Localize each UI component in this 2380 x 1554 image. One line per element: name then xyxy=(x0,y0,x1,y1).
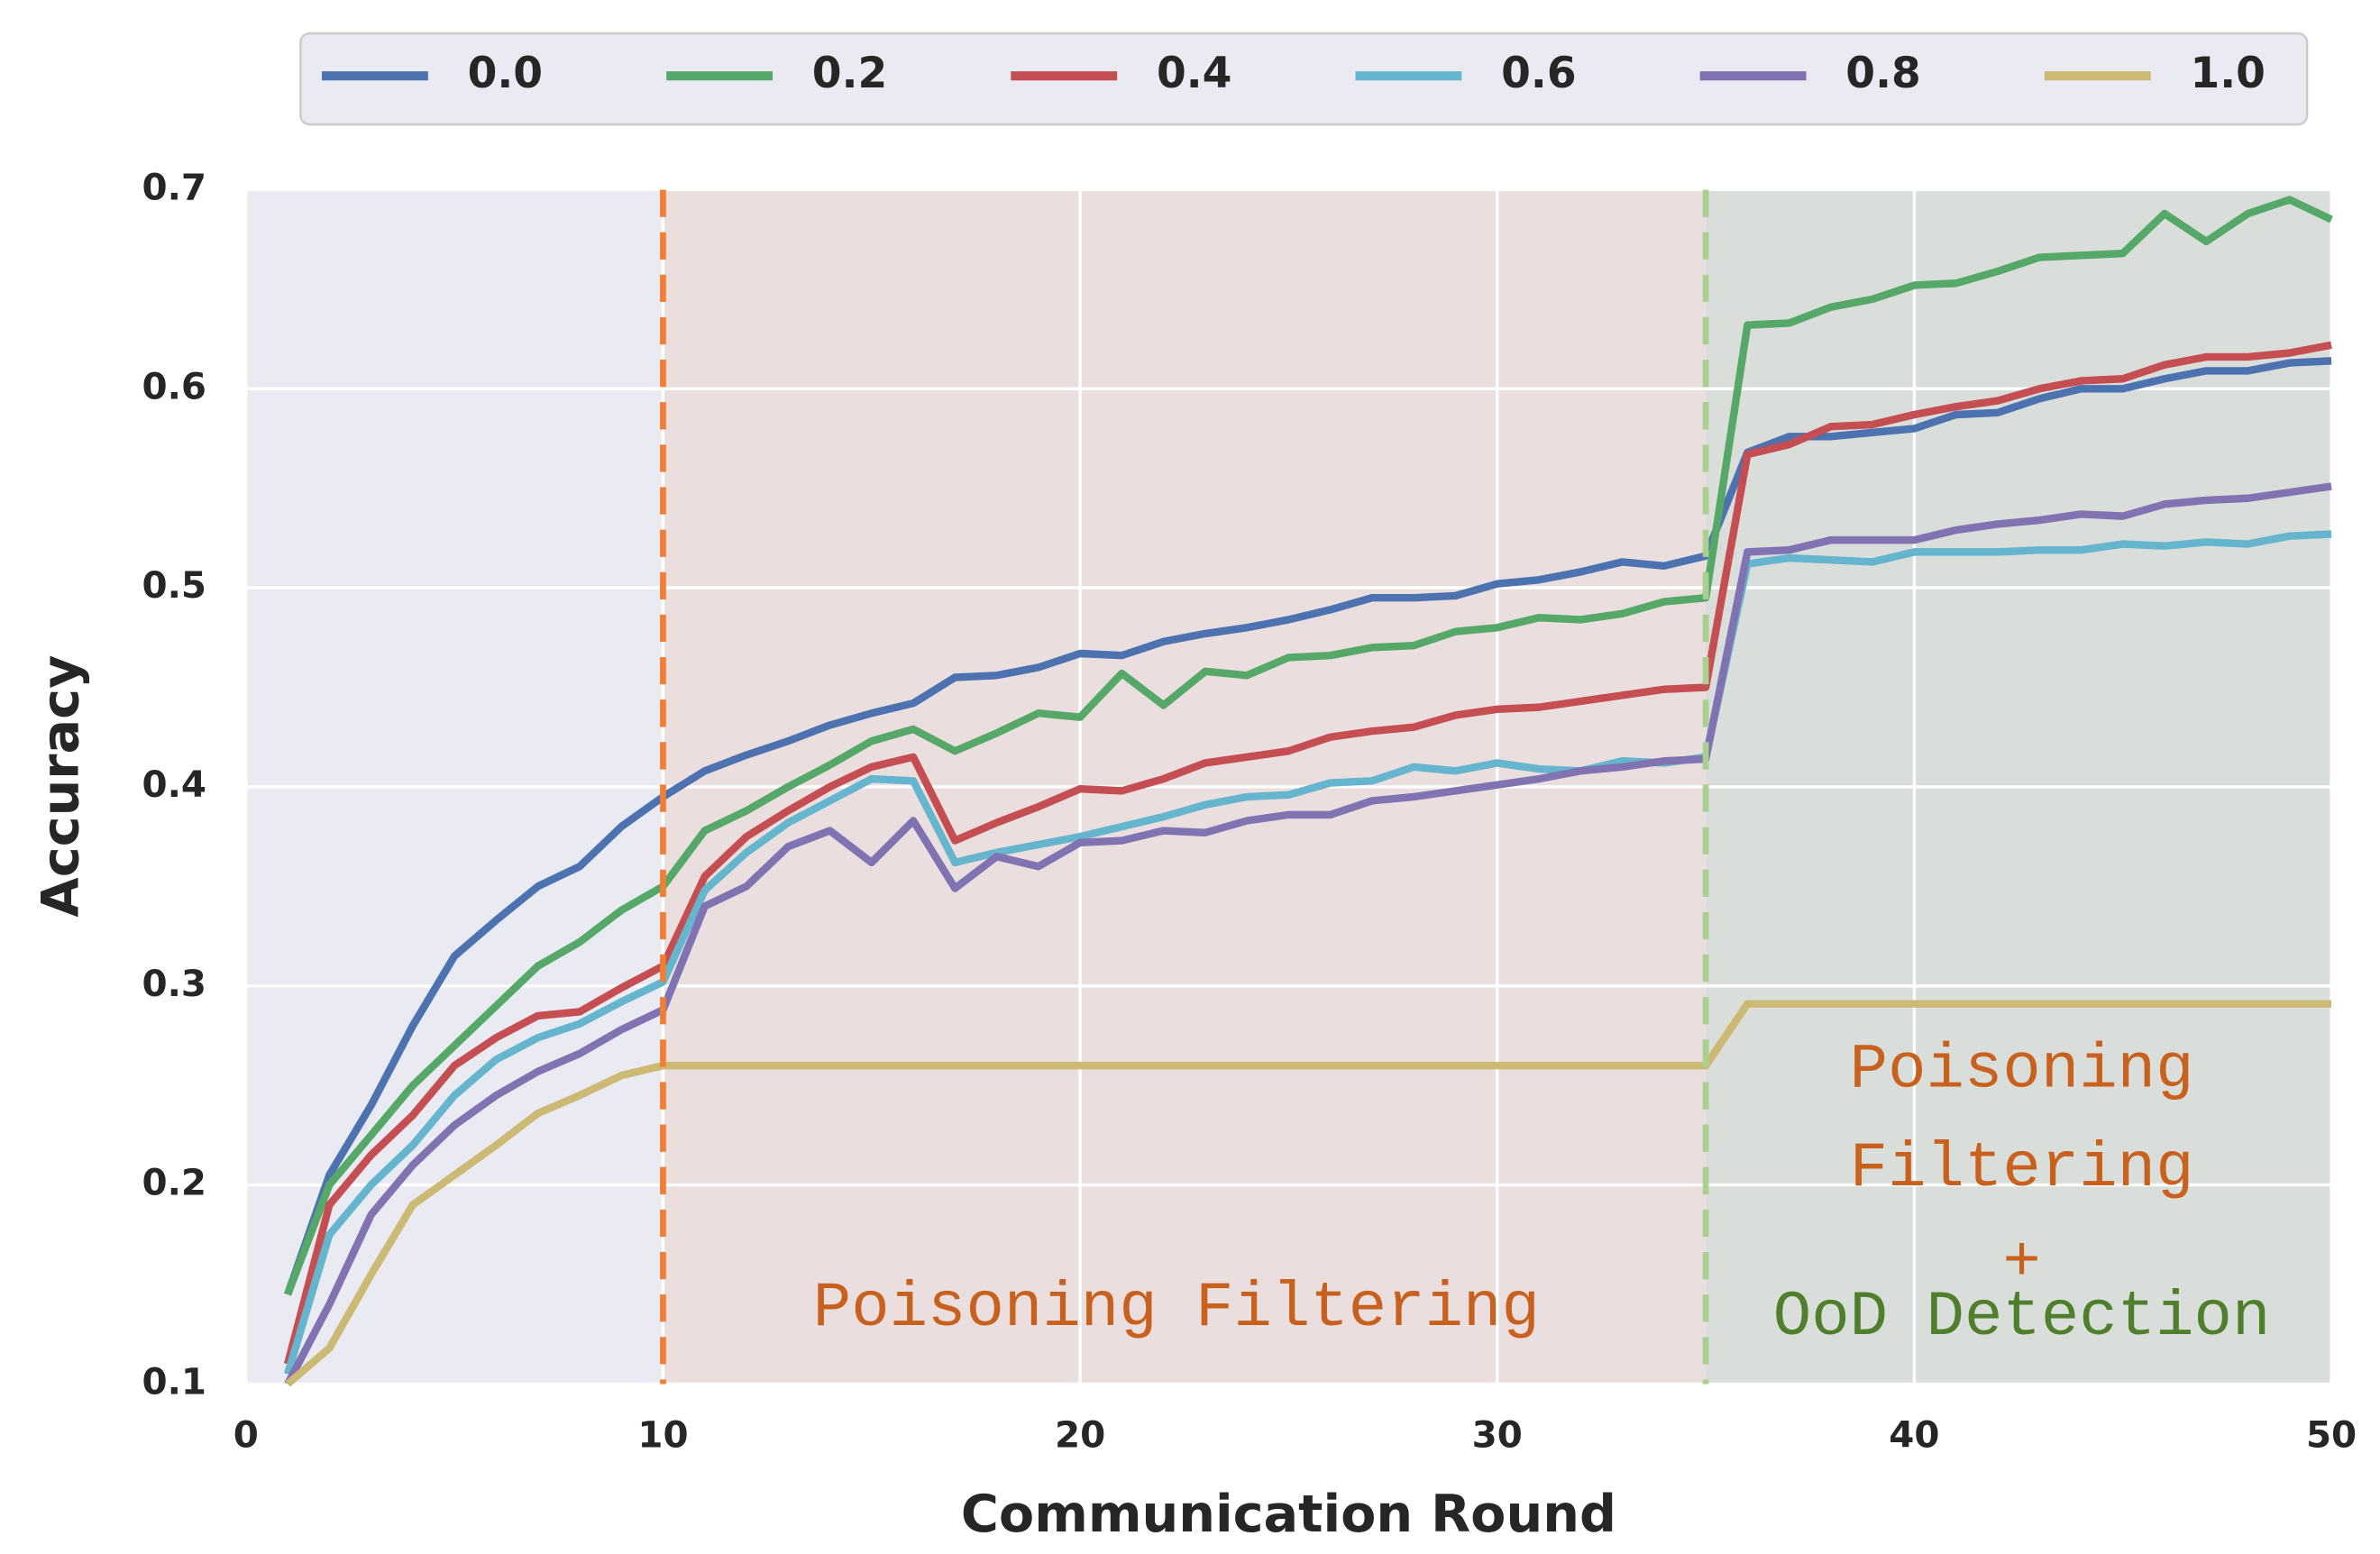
y-tick-label: 0.4 xyxy=(142,763,206,806)
y-tick-label: 0.2 xyxy=(142,1161,206,1204)
legend-label: 1.0 xyxy=(2190,49,2265,98)
series-line xyxy=(284,196,2333,1296)
annotation: Poisoning Filtering xyxy=(813,1273,1540,1345)
legend-label: 0.6 xyxy=(1501,49,1576,98)
x-tick-label: 0 xyxy=(233,1412,259,1456)
y-tick-label: 0.1 xyxy=(142,1359,206,1403)
annotation: Poisoning xyxy=(1850,1035,2194,1107)
legend-label: 0.2 xyxy=(812,49,887,98)
legend-label: 0.4 xyxy=(1157,49,1231,98)
x-tick-label: 50 xyxy=(2306,1412,2357,1456)
annotation: + xyxy=(2002,1227,2040,1299)
x-tick-label: 20 xyxy=(1055,1412,1105,1456)
y-tick-label: 0.5 xyxy=(142,563,206,607)
series-line xyxy=(284,482,2332,1386)
y-tick-label: 0.6 xyxy=(142,364,206,407)
y-tick-label: 0.3 xyxy=(142,962,206,1005)
x-tick-label: 30 xyxy=(1472,1412,1523,1456)
series-line xyxy=(285,1000,2332,1387)
series-line xyxy=(284,530,2332,1376)
x-tick-label: 10 xyxy=(637,1412,688,1456)
y-tick-label: 0.7 xyxy=(142,165,206,208)
annotation: Filtering xyxy=(1850,1133,2194,1205)
x-tick-label: 40 xyxy=(1889,1412,1939,1456)
series-line xyxy=(284,357,2332,1296)
legend-box xyxy=(299,32,2309,126)
annotation: OoD Detection xyxy=(1773,1282,2271,1354)
x-axis-title: Communication Round xyxy=(961,1485,1616,1544)
legend-label: 0.8 xyxy=(1845,49,1920,98)
series-line xyxy=(283,341,2332,1366)
legend-label: 0.0 xyxy=(468,49,543,98)
y-axis-title: Accuracy xyxy=(31,655,90,918)
